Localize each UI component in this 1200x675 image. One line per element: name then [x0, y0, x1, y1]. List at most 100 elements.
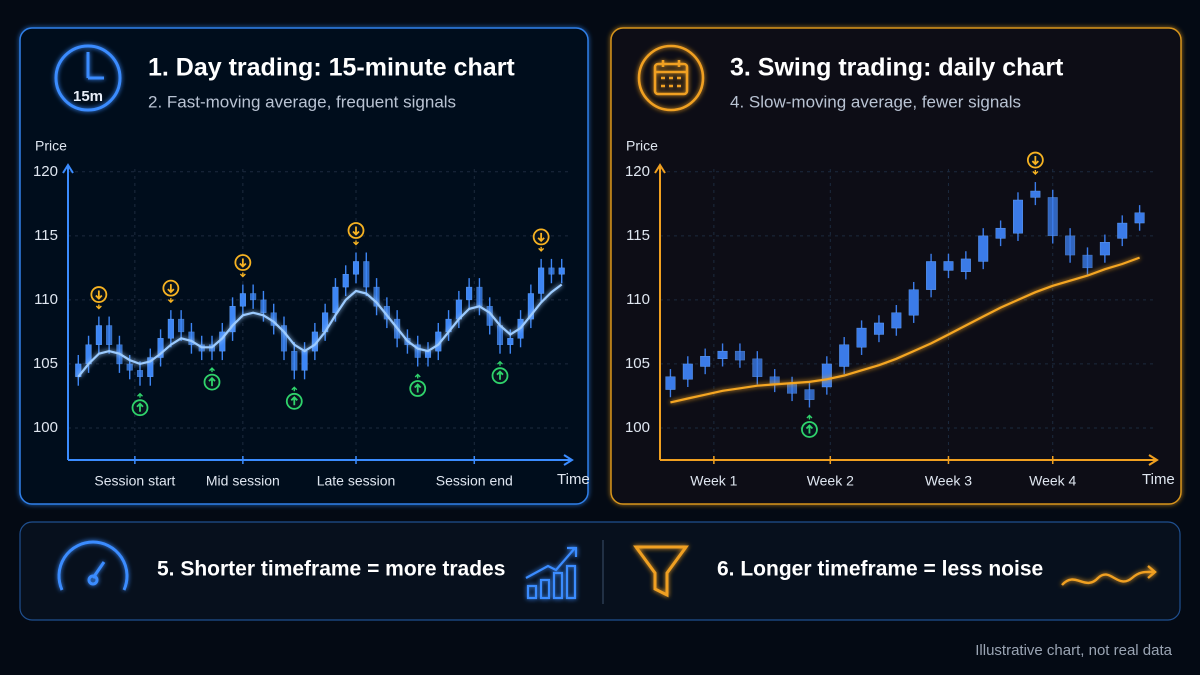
x-tick-label: Week 1 — [690, 473, 737, 489]
sell-signal — [1026, 151, 1044, 176]
candle-body — [157, 338, 164, 358]
buy-signal — [491, 360, 509, 385]
signal-arrow — [208, 376, 216, 387]
candle-body — [363, 261, 370, 288]
candle-body — [856, 327, 867, 348]
candle-body — [250, 293, 257, 301]
candle-body — [700, 356, 711, 367]
sell-signal — [532, 228, 550, 252]
x-tick-label: Week 2 — [807, 473, 854, 489]
candle-body — [752, 358, 763, 377]
signal-pointer — [95, 304, 102, 310]
x-axis-label: Time — [557, 471, 590, 488]
signal-pointer — [167, 298, 174, 304]
candle-body — [926, 261, 937, 290]
y-axis — [654, 163, 666, 460]
y-tick-label: 120 — [33, 163, 58, 180]
signal-arrow — [496, 370, 504, 380]
moving-average — [77, 283, 563, 378]
candle-body — [414, 344, 421, 358]
candle-body — [839, 344, 850, 367]
left-panel — [19, 27, 589, 505]
buy-signal — [801, 414, 818, 438]
candle-body — [466, 286, 473, 301]
y-tick-label: 105 — [33, 355, 58, 372]
candle-body — [126, 363, 133, 371]
candle-body — [978, 235, 989, 262]
y-tick-label: 110 — [34, 291, 58, 308]
calendar-icon — [637, 44, 705, 112]
clock-icon — [54, 44, 122, 112]
signal-pointer — [497, 360, 503, 366]
signal-arrow — [239, 258, 247, 268]
buy-signal — [131, 392, 149, 417]
signal-pointer — [137, 392, 143, 398]
signal-pointer — [414, 373, 421, 379]
candle-body — [538, 267, 545, 294]
footer-text: 5. Shorter timeframe = more trades — [157, 558, 505, 581]
y-tick-label: 120 — [625, 163, 650, 180]
x-axis-label: Time — [1142, 471, 1175, 488]
note: Illustrative chart, not real data — [975, 642, 1172, 659]
candle-body — [682, 363, 693, 380]
gauge-icon — [57, 540, 129, 591]
y-axis — [62, 163, 74, 460]
candle-body — [239, 293, 246, 307]
y-axis-label: Price — [35, 138, 67, 154]
candle-body — [260, 299, 267, 313]
sell-signal — [234, 254, 252, 278]
signal-arrow — [167, 284, 175, 294]
candle-body — [1117, 222, 1128, 239]
candle-body — [548, 267, 555, 275]
signal-pointer — [538, 246, 545, 252]
candle-body — [373, 286, 380, 307]
funnel-icon — [633, 545, 689, 598]
candle-body — [75, 363, 82, 377]
right-panel — [610, 27, 1182, 505]
y-tick-label: 115 — [34, 227, 58, 244]
signal-pointer — [291, 386, 298, 392]
candle-body — [1013, 199, 1023, 234]
chart-title: 3. Swing trading: daily chart — [730, 54, 1064, 82]
buy-signal — [203, 367, 221, 391]
signal-arrow — [95, 290, 103, 300]
x-axis — [68, 454, 574, 466]
signal-arrow — [805, 424, 814, 434]
candle-body — [476, 286, 483, 307]
y-tick-label: 110 — [626, 291, 650, 308]
y-tick-label: 100 — [625, 419, 650, 436]
candle-body — [1082, 254, 1093, 269]
candle-body — [178, 318, 185, 333]
candle-body — [665, 376, 676, 390]
icon-label: 15m — [73, 88, 103, 105]
candle-body — [527, 293, 534, 320]
candle-body — [787, 384, 798, 394]
candle-body — [342, 274, 349, 288]
candle-body — [558, 267, 565, 275]
buy-signal — [285, 386, 303, 410]
bars-icon — [525, 546, 578, 600]
x-tick-label: Week 3 — [925, 473, 972, 489]
candle-body — [1030, 190, 1041, 198]
candle-body — [804, 389, 815, 401]
candle-body — [873, 322, 884, 335]
candle-body — [1099, 242, 1110, 256]
sell-signal — [162, 279, 180, 304]
y-tick-label: 100 — [33, 419, 58, 436]
candle-body — [291, 350, 298, 371]
x-tick-label: Week 4 — [1029, 473, 1076, 489]
signal-arrow — [537, 232, 545, 243]
candle-body — [332, 286, 339, 313]
candle-body — [1065, 235, 1076, 256]
signal-pointer — [1032, 170, 1039, 176]
candle-body — [1134, 212, 1145, 224]
candle-body — [908, 289, 919, 316]
candle-body — [188, 331, 195, 345]
signal-pointer — [353, 240, 359, 246]
footer-text: 6. Longer timeframe = less noise — [717, 558, 1043, 581]
candle-body — [891, 312, 902, 329]
candle-body — [734, 350, 745, 361]
x-tick-label: Mid session — [206, 473, 280, 489]
candle-body — [507, 338, 514, 345]
